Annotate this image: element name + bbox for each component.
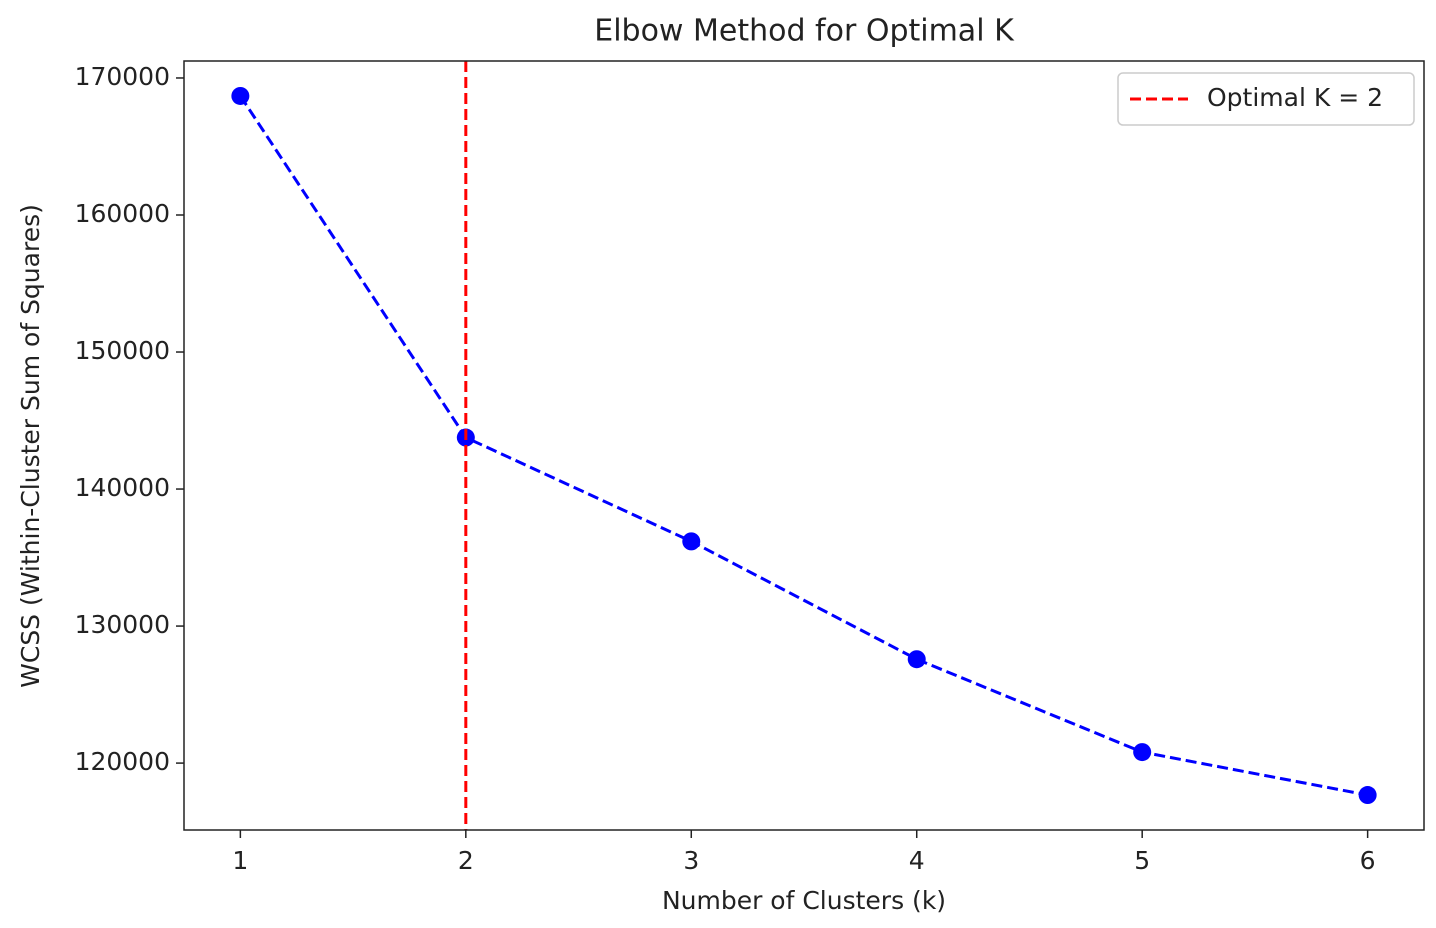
plot-frame (183, 60, 1425, 831)
data-point (1133, 743, 1152, 762)
legend-box (1117, 72, 1415, 126)
y-tick-label: 130000 (75, 610, 170, 639)
y-tick-label: 150000 (75, 336, 170, 365)
data-point (1358, 786, 1377, 805)
y-tick-label: 170000 (75, 62, 170, 91)
data-point (682, 532, 701, 551)
data-point (907, 650, 926, 669)
y-axis-label: WCSS (Within-Cluster Sum of Squares) (16, 204, 45, 688)
data-line (239, 95, 1368, 797)
x-tick-label: 4 (909, 846, 925, 875)
y-tick-label: 120000 (75, 747, 170, 776)
x-tick-label: 1 (232, 846, 248, 875)
chart-title: Elbow Method for Optimal K (594, 14, 1015, 49)
data-point (231, 86, 250, 105)
x-tick-label: 6 (1360, 846, 1376, 875)
x-axis-label: Number of Clusters (k) (662, 886, 946, 915)
legend-label: Optimal K = 2 (1207, 83, 1383, 112)
y-tick-label: 160000 (75, 199, 170, 228)
y-tick-label: 140000 (75, 473, 170, 502)
x-tick-label: 3 (683, 846, 699, 875)
x-tick-label: 2 (458, 846, 474, 875)
x-tick-label: 5 (1134, 846, 1150, 875)
